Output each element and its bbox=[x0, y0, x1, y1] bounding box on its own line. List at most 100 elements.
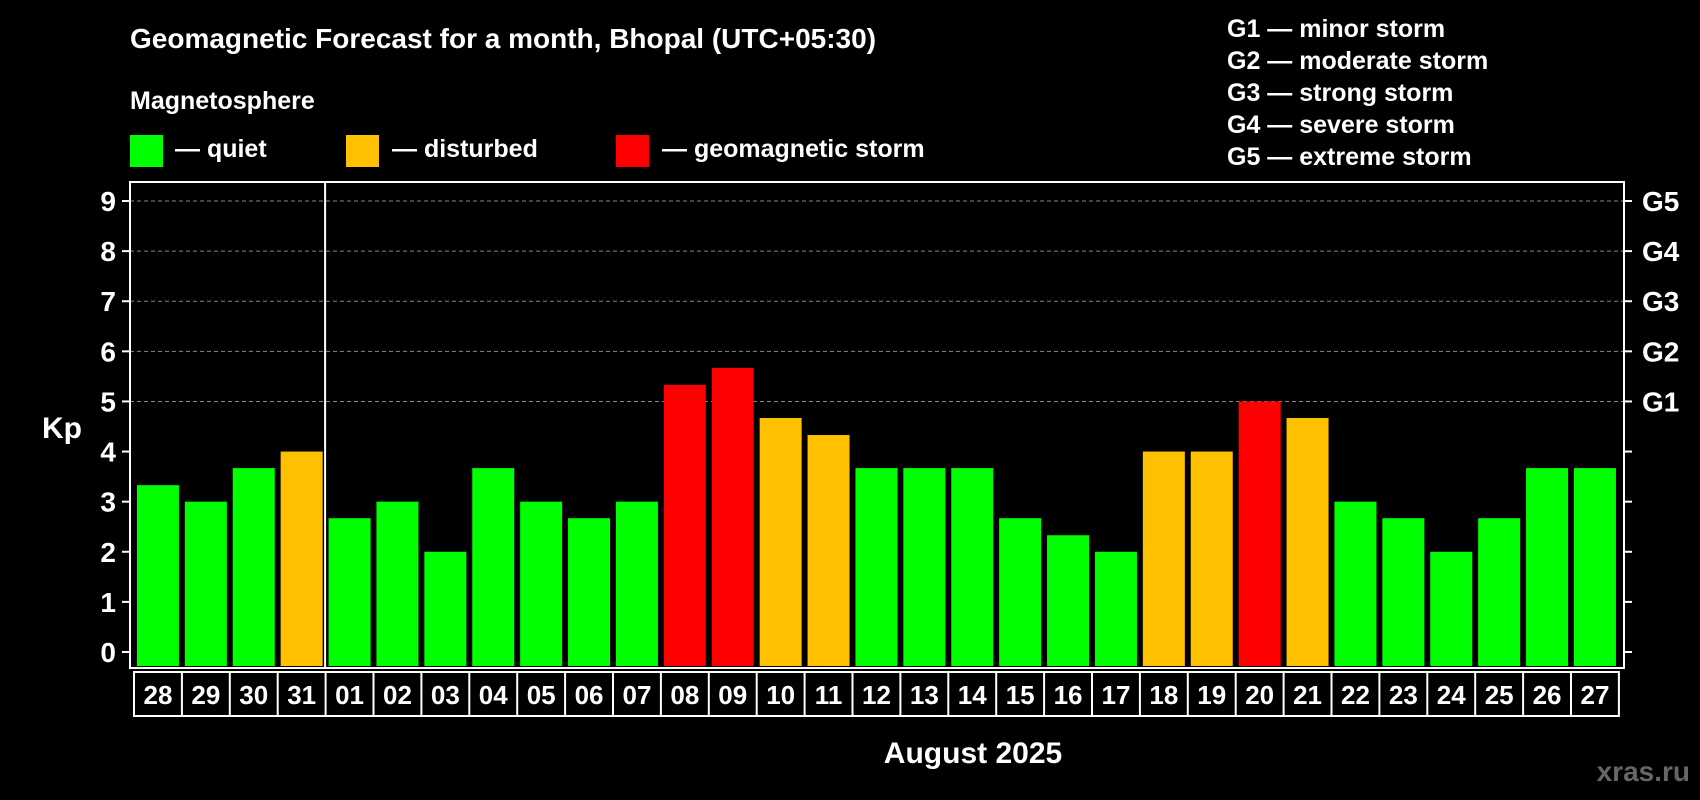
bar-31 bbox=[280, 451, 323, 666]
y-axis-label: Kp bbox=[42, 412, 82, 445]
legend-label-disturbed: — disturbed bbox=[392, 135, 538, 163]
x-tick-label-20: 20 bbox=[1245, 680, 1274, 710]
bar-17 bbox=[1094, 551, 1137, 666]
bar-03 bbox=[424, 551, 467, 666]
x-tick-label-13: 13 bbox=[910, 680, 939, 710]
x-tick-labels: 28 29 30 31 01 02 03 04 05 06 07 08 09 10 11 12 13 14 15 16… bbox=[133, 671, 1620, 717]
x-tick-label-08: 08 bbox=[670, 680, 699, 710]
bar-29 bbox=[184, 501, 227, 666]
x-tick-label-29: 29 bbox=[191, 680, 220, 710]
legend-swatch-quiet bbox=[130, 135, 163, 167]
x-tick-label-10: 10 bbox=[766, 680, 795, 710]
bar-08 bbox=[663, 384, 706, 666]
bar-15 bbox=[999, 518, 1042, 666]
plot-frame bbox=[129, 181, 1625, 669]
y-tick-label-7: 7 bbox=[100, 286, 116, 317]
bar-13 bbox=[903, 468, 946, 666]
bar-04 bbox=[472, 468, 515, 666]
bar-19 bbox=[1190, 451, 1233, 666]
x-tick-label-26: 26 bbox=[1533, 680, 1562, 710]
x-tick-label-12: 12 bbox=[862, 680, 891, 710]
x-tick-label-18: 18 bbox=[1149, 680, 1178, 710]
bar-26 bbox=[1526, 468, 1569, 666]
legend-label-storm: — geomagnetic storm bbox=[662, 135, 925, 163]
x-tick-label-04: 04 bbox=[479, 680, 508, 710]
x-tick-label-24: 24 bbox=[1437, 680, 1466, 710]
x-tick-label-19: 19 bbox=[1197, 680, 1226, 710]
g-scale-g5: G5 — extreme storm bbox=[1227, 143, 1472, 171]
g-scale-g2: G2 — moderate storm bbox=[1227, 47, 1488, 75]
y-tick-label-1: 1 bbox=[100, 587, 116, 618]
bar-07 bbox=[615, 501, 658, 666]
bar-05 bbox=[520, 501, 563, 666]
x-tick-label-16: 16 bbox=[1054, 680, 1083, 710]
g-scale-g4: G4 — severe storm bbox=[1227, 111, 1455, 139]
x-tick-label-23: 23 bbox=[1389, 680, 1418, 710]
legend-swatch-disturbed bbox=[346, 135, 379, 167]
bar-14 bbox=[951, 468, 994, 666]
bar-22 bbox=[1334, 501, 1377, 666]
legend-title: Magnetosphere bbox=[130, 87, 315, 115]
y-tick-label-6: 6 bbox=[100, 336, 116, 367]
x-tick-label-07: 07 bbox=[622, 680, 651, 710]
bar-21 bbox=[1286, 417, 1329, 666]
right-label-g2: G2 bbox=[1642, 336, 1679, 367]
y-tick-label-3: 3 bbox=[100, 487, 116, 518]
axes: 0 1 2 3 4 5 6 7 8 9 G1 G2 G3 G4 G5 bbox=[100, 181, 1680, 669]
x-tick-label-06: 06 bbox=[575, 680, 604, 710]
date-row-frame bbox=[133, 671, 1620, 717]
g-scale-g1: G1 — minor storm bbox=[1227, 15, 1445, 43]
bar-10 bbox=[759, 417, 802, 666]
bar-20 bbox=[1238, 401, 1281, 666]
y-tick-label-5: 5 bbox=[100, 386, 116, 417]
x-tick-label-28: 28 bbox=[143, 680, 172, 710]
x-axis-label: August 2025 bbox=[884, 737, 1062, 770]
right-label-g3: G3 bbox=[1642, 286, 1679, 317]
x-tick-label-14: 14 bbox=[958, 680, 987, 710]
bar-23 bbox=[1382, 518, 1425, 666]
x-tick-label-27: 27 bbox=[1580, 680, 1609, 710]
x-tick-label-25: 25 bbox=[1485, 680, 1514, 710]
bar-30 bbox=[232, 468, 275, 666]
x-tick-label-09: 09 bbox=[718, 680, 747, 710]
x-tick-label-21: 21 bbox=[1293, 680, 1322, 710]
x-tick-label-01: 01 bbox=[335, 680, 364, 710]
y-tick-label-2: 2 bbox=[100, 537, 116, 568]
right-label-g4: G4 bbox=[1642, 236, 1680, 267]
right-label-g5: G5 bbox=[1642, 186, 1679, 217]
bar-09 bbox=[711, 367, 754, 666]
bar-27 bbox=[1573, 468, 1616, 666]
chart-title: Geomagnetic Forecast for a month, Bhopal… bbox=[130, 23, 876, 54]
x-tick-label-11: 11 bbox=[815, 680, 843, 710]
bar-12 bbox=[855, 468, 898, 666]
x-tick-label-15: 15 bbox=[1006, 680, 1035, 710]
bar-02 bbox=[376, 501, 419, 666]
bar-11 bbox=[807, 435, 850, 666]
y-tick-label-0: 0 bbox=[100, 637, 116, 668]
bar-01 bbox=[328, 518, 371, 666]
bar-28 bbox=[136, 485, 179, 666]
x-tick-label-31: 31 bbox=[287, 680, 316, 710]
x-tick-label-03: 03 bbox=[431, 680, 460, 710]
y-tick-label-9: 9 bbox=[100, 186, 116, 217]
bars bbox=[136, 367, 1616, 666]
bar-06 bbox=[568, 518, 611, 666]
legend-swatch-storm bbox=[616, 135, 649, 167]
x-tick-label-22: 22 bbox=[1341, 680, 1370, 710]
x-tick-label-30: 30 bbox=[239, 680, 268, 710]
x-tick-label-02: 02 bbox=[383, 680, 412, 710]
bar-24 bbox=[1430, 551, 1473, 666]
x-tick-label-05: 05 bbox=[527, 680, 556, 710]
g-scale-g3: G3 — strong storm bbox=[1227, 79, 1453, 107]
y-tick-label-4: 4 bbox=[100, 437, 116, 468]
x-tick-label-17: 17 bbox=[1101, 680, 1130, 710]
bar-18 bbox=[1142, 451, 1185, 666]
right-label-g1: G1 bbox=[1642, 386, 1679, 417]
bar-16 bbox=[1047, 535, 1090, 666]
legend-label-quiet: — quiet bbox=[175, 135, 267, 163]
bar-25 bbox=[1478, 518, 1521, 666]
watermark: xras.ru bbox=[1597, 756, 1690, 787]
y-tick-label-8: 8 bbox=[100, 236, 116, 267]
grid-lines bbox=[130, 200, 1624, 402]
